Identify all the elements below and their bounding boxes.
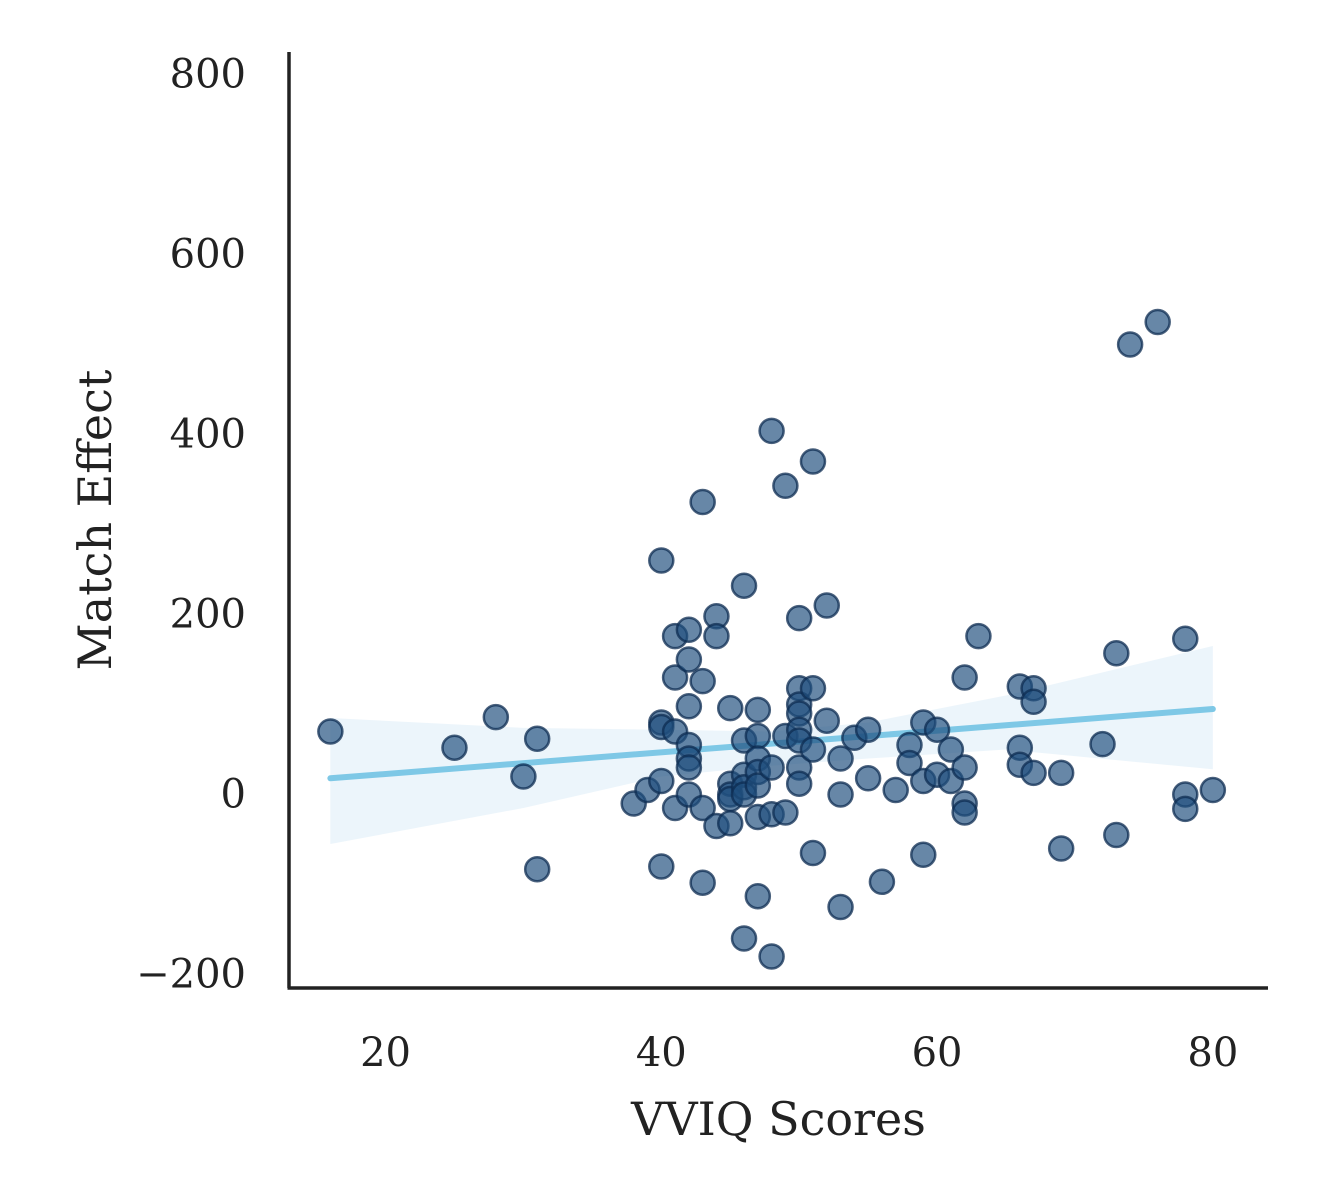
y-tick-label: 800 <box>170 52 246 98</box>
data-point <box>675 754 703 781</box>
data-point <box>965 622 992 650</box>
data-point <box>716 810 744 837</box>
data-point <box>744 772 772 799</box>
data-point <box>648 767 675 795</box>
data-point <box>689 869 716 896</box>
data-point <box>1103 821 1130 849</box>
y-axis-title: Match Effect <box>68 369 122 670</box>
data-point <box>1144 308 1171 336</box>
y-tick-label: −200 <box>136 952 246 998</box>
x-tick-label: 40 <box>636 1030 687 1076</box>
data-points-layer <box>317 308 1227 970</box>
data-point <box>1172 625 1199 653</box>
data-point <box>1020 688 1047 716</box>
data-point <box>482 703 510 731</box>
x-axis-title: VVIQ Scores <box>630 1092 926 1146</box>
data-point <box>730 925 758 952</box>
data-point <box>744 882 772 910</box>
data-point <box>730 572 758 599</box>
y-tick-label: 0 <box>221 772 246 818</box>
data-point <box>1172 795 1199 823</box>
data-point <box>896 749 923 777</box>
data-point <box>854 765 882 792</box>
data-point <box>703 622 730 650</box>
data-point <box>1103 639 1130 667</box>
x-tick-label: 80 <box>1187 1030 1238 1076</box>
data-point <box>1116 331 1144 358</box>
axes <box>287 52 1268 990</box>
data-point <box>827 781 854 808</box>
data-point <box>716 694 744 722</box>
data-point <box>744 722 772 750</box>
y-tick-label: 600 <box>170 232 246 278</box>
data-point <box>799 736 827 763</box>
data-point <box>772 472 799 500</box>
data-point <box>1089 730 1116 758</box>
x-tick-label: 20 <box>360 1030 411 1076</box>
data-point <box>799 839 827 867</box>
data-point <box>799 675 827 702</box>
data-point <box>675 646 703 673</box>
data-point <box>441 734 468 761</box>
data-point <box>923 716 951 743</box>
data-point <box>813 707 841 734</box>
y-tick-label: 200 <box>170 592 246 638</box>
data-point <box>523 855 551 883</box>
data-point <box>951 664 978 691</box>
y-tick-label: 400 <box>170 412 246 458</box>
data-point <box>910 841 937 869</box>
tick-labels: 20 40 60 80 −200 0 200 400 600 800 <box>136 52 1238 1077</box>
data-point <box>772 799 799 826</box>
data-point <box>744 696 772 724</box>
data-point <box>661 664 689 691</box>
data-point <box>813 592 841 619</box>
data-point <box>854 716 882 743</box>
data-point <box>1047 835 1075 862</box>
regression-line <box>327 706 1216 782</box>
data-point <box>675 616 703 644</box>
x-tick-label: 60 <box>912 1030 963 1076</box>
data-point <box>510 763 537 790</box>
data-point <box>799 448 827 475</box>
data-point <box>1199 776 1227 804</box>
data-point <box>689 794 716 822</box>
data-point <box>785 604 813 632</box>
data-point <box>951 754 978 781</box>
data-point <box>758 417 785 445</box>
data-point <box>951 799 978 826</box>
data-point <box>675 693 703 720</box>
data-point <box>1020 759 1047 787</box>
data-point <box>758 754 785 781</box>
data-point <box>1047 759 1075 787</box>
data-point <box>648 853 675 880</box>
data-point <box>937 736 965 763</box>
data-point <box>882 776 909 804</box>
data-point <box>868 868 896 896</box>
data-point <box>785 770 813 797</box>
regression-line-layer <box>327 706 1216 782</box>
data-point <box>689 488 716 516</box>
data-point <box>758 943 785 970</box>
data-point <box>689 667 716 695</box>
data-point <box>648 547 675 574</box>
data-point <box>827 745 854 772</box>
data-point <box>827 893 854 921</box>
data-point <box>317 718 344 745</box>
data-point <box>523 725 551 752</box>
